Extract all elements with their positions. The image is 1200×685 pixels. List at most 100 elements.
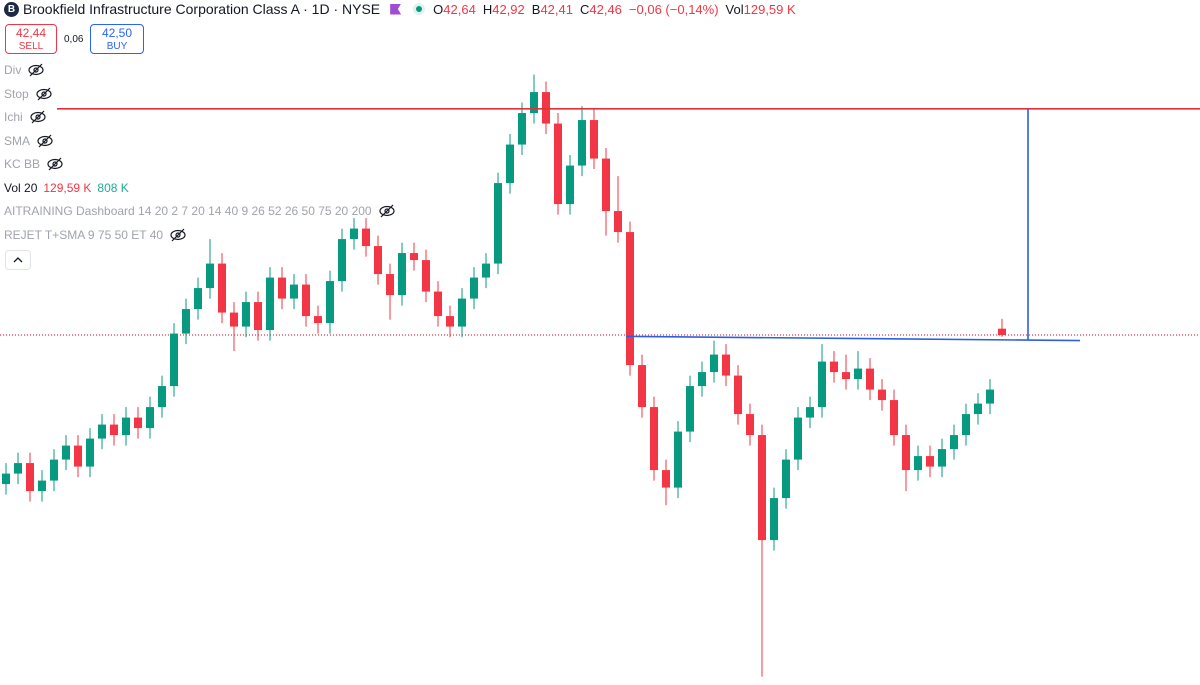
candle-body: [458, 298, 466, 327]
candle-body: [914, 456, 922, 471]
hidden-icon[interactable]: [27, 63, 45, 77]
candle-body: [962, 414, 970, 436]
candle-body: [74, 445, 82, 467]
sell-price: 42,44: [15, 26, 47, 40]
candle-body: [758, 435, 766, 541]
indicator-name[interactable]: KC BB: [4, 157, 41, 171]
volume-label: Vol: [725, 1, 744, 17]
buy-price: 42,50: [101, 26, 133, 40]
indicator-name[interactable]: Vol 20: [4, 180, 38, 195]
ohlc-label: C: [579, 2, 590, 17]
flag-icon[interactable]: [390, 3, 402, 15]
candle-body: [710, 354, 718, 373]
candle-body: [734, 375, 742, 415]
indicator-row: AITRAINING Dashboard 14 20 2 7 20 14 40 …: [4, 204, 396, 218]
candle-body: [230, 312, 238, 327]
candle-body: [2, 473, 10, 485]
candle-body: [638, 365, 646, 408]
candle-body: [266, 277, 274, 331]
candle-body: [86, 438, 94, 467]
buy-button[interactable]: 42,50 BUY: [90, 24, 144, 54]
spread: 0,06: [64, 34, 84, 45]
candle-body: [674, 431, 682, 488]
candle-body: [590, 120, 598, 159]
indicator-row: Ichi: [4, 110, 47, 124]
indicator-name[interactable]: AITRAINING Dashboard 14 20 2 7 20 14 40 …: [4, 204, 372, 218]
candle-body: [386, 274, 394, 296]
indicator-name[interactable]: Stop: [4, 86, 29, 101]
logo: B: [4, 1, 19, 17]
candle-body: [314, 316, 322, 324]
candle-body: [830, 361, 838, 373]
candle-body: [770, 498, 778, 541]
hidden-icon[interactable]: [169, 228, 187, 242]
candle-body: [302, 284, 310, 317]
candle-body: [218, 263, 226, 313]
candle-body: [626, 232, 634, 366]
candle-body: [614, 211, 622, 233]
candle-body: [242, 302, 250, 327]
candle-body: [998, 328, 1006, 335]
indicator-name[interactable]: SMA: [4, 133, 31, 148]
hidden-icon[interactable]: [36, 134, 54, 148]
candle-body: [794, 417, 802, 460]
candle-body: [950, 435, 958, 450]
candle-body: [530, 92, 538, 114]
candle-body: [182, 309, 190, 334]
candle-body: [662, 470, 670, 488]
indicator-value: 808 K: [97, 180, 129, 195]
indicator-row: Div: [4, 63, 45, 77]
indicator-name[interactable]: Ichi: [4, 110, 23, 124]
ohlc-value: 42,64: [443, 2, 476, 17]
header: B Brookfield Infrastructure Corporation …: [4, 1, 799, 17]
candle-body: [410, 253, 418, 261]
candle-body: [38, 480, 46, 492]
candle-body: [782, 459, 790, 499]
indicator-row: Vol 20 129,59 K 808 K: [4, 181, 129, 195]
candle-body: [974, 403, 982, 415]
candle-body: [122, 417, 130, 436]
ohlc-value: 42,46: [589, 2, 622, 17]
candle-body: [842, 372, 850, 380]
indicator-name[interactable]: Div: [4, 63, 22, 77]
candle-body: [518, 113, 526, 145]
hidden-icon[interactable]: [35, 87, 53, 101]
volume-value: 129,59 K: [743, 1, 796, 17]
candle-body: [878, 389, 886, 401]
candle-body: [698, 372, 706, 387]
candle-body: [254, 302, 262, 331]
candle-body: [62, 445, 70, 460]
indicator-name[interactable]: REJET T+SMA 9 75 50 ET 40: [4, 227, 164, 242]
collapse-button[interactable]: [5, 250, 31, 270]
candle-body: [158, 386, 166, 408]
candle-body: [290, 284, 298, 299]
hidden-icon[interactable]: [29, 110, 47, 124]
chevron-icon: [13, 257, 23, 263]
symbol-title[interactable]: Brookfield Infrastructure Corporation Cl…: [23, 1, 381, 17]
candle-body: [446, 316, 454, 327]
candle-body: [98, 424, 106, 439]
ohlc-label: B: [531, 2, 541, 17]
candle-body: [170, 333, 178, 387]
status-dot: [413, 3, 426, 15]
candle-body: [806, 407, 814, 418]
sell-button[interactable]: 42,44 SELL: [5, 24, 57, 54]
candle-body: [578, 120, 586, 166]
candle-body: [398, 253, 406, 296]
candle-body: [926, 456, 934, 467]
candle-body: [818, 361, 826, 408]
change: −0,06 (−0,14%): [628, 1, 719, 17]
candle-body: [278, 277, 286, 299]
candle-body: [206, 263, 214, 289]
candle-body: [14, 463, 22, 474]
candle-body: [602, 158, 610, 212]
candle-body: [26, 463, 34, 492]
sell-label: SELL: [18, 41, 44, 52]
hidden-icon[interactable]: [378, 204, 396, 218]
hidden-icon[interactable]: [46, 157, 64, 171]
candle-body: [506, 144, 514, 184]
candle-body: [482, 263, 490, 278]
indicator-value: 129,59 K: [43, 180, 92, 195]
candle-body: [938, 449, 946, 467]
